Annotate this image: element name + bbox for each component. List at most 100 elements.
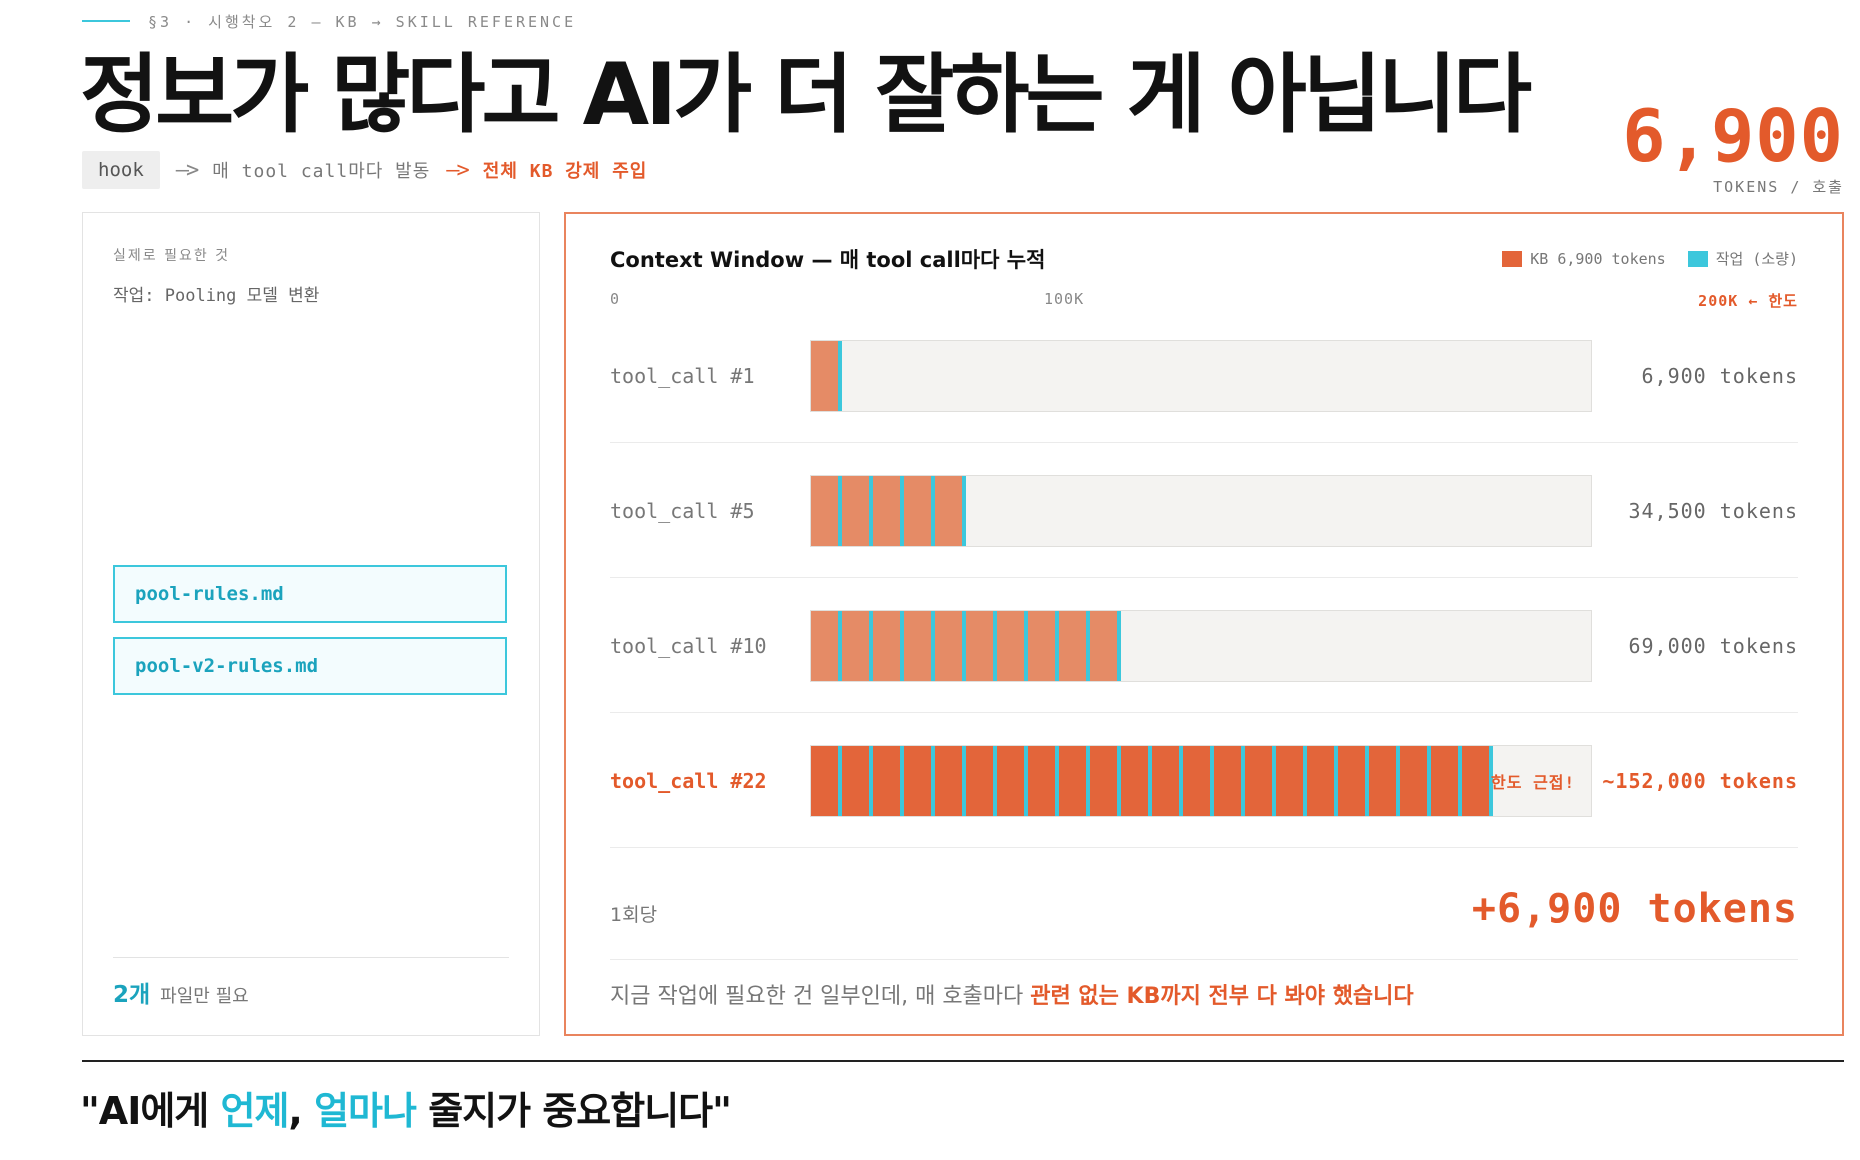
page-title: 정보가 많다고 AI가 더 잘하는 게 아닙니다 <box>80 45 1532 145</box>
hook-chip: hook <box>82 151 160 189</box>
legend-swatch-kb <box>1502 250 1523 267</box>
row-label: tool_call #1 <box>610 364 755 388</box>
section-label-text: §3 · 시행착오 2 — KB → SKILL REFERENCE <box>148 12 577 31</box>
kb-segment <box>1121 746 1148 816</box>
kb-segment <box>1028 746 1055 816</box>
kb-segment <box>842 611 869 681</box>
legend-swatch-work <box>1687 250 1708 267</box>
caption-highlight: 관련 없는 KB까지 전부 다 봐야 했습니다 <box>1030 984 1414 1009</box>
scale-limit: 200K ← 한도 <box>1698 292 1798 310</box>
row-label: tool_call #5 <box>610 499 755 523</box>
kb-segment <box>1183 746 1210 816</box>
work-segment <box>962 746 966 816</box>
quote-comma: , <box>288 1089 315 1133</box>
row-token-value: 6,900 tokens <box>1641 364 1798 388</box>
kb-segment <box>1090 611 1117 681</box>
row-token-value: 34,500 tokens <box>1628 499 1798 523</box>
needed-files-text: 파일만 필요 <box>160 986 249 1007</box>
work-segment <box>1458 746 1462 816</box>
kb-segment <box>997 746 1024 816</box>
kb-segment <box>1276 746 1303 816</box>
file-card: pool-v2-rules.md <box>113 637 507 695</box>
kb-segment <box>1338 746 1365 816</box>
closing-quote: "AI에게 언제, 얼마나 줄지가 중요합니다" <box>80 1080 732 1135</box>
tokens-per-call-value: 6,900 <box>1622 94 1844 178</box>
kb-segment <box>1462 746 1489 816</box>
panel-divider <box>610 959 1798 960</box>
kb-segment <box>966 611 993 681</box>
arrow-right-icon: —> <box>175 157 199 183</box>
context-bar-track <box>810 610 1592 682</box>
quote-open: "AI에게 <box>80 1089 221 1133</box>
work-segment <box>838 611 842 681</box>
kb-segment <box>1059 746 1086 816</box>
row-separator <box>610 577 1798 578</box>
row-separator <box>610 847 1798 848</box>
kb-segment <box>811 611 838 681</box>
kb-segment <box>811 341 838 411</box>
legend-label-work: 작업 (소량) <box>1715 250 1798 268</box>
context-caption: 지금 작업에 필요한 건 일부인데, 매 호출마다 관련 없는 KB까지 전부 … <box>610 978 1414 1010</box>
work-segment <box>900 611 904 681</box>
file-card: pool-rules.md <box>113 565 507 623</box>
work-segment <box>900 746 904 816</box>
kb-segment <box>935 746 962 816</box>
work-segment <box>1396 746 1400 816</box>
work-segment <box>1055 746 1059 816</box>
context-bar-track: 한도 근접! <box>810 745 1592 817</box>
tokens-per-call: 6,900 TOKENS / 호출 <box>1622 100 1844 197</box>
work-segment <box>1241 746 1245 816</box>
work-segment <box>1148 746 1152 816</box>
kb-segment <box>1028 611 1055 681</box>
kb-segment <box>1090 746 1117 816</box>
context-window-title: Context Window — 매 tool call마다 누적 <box>610 248 1046 272</box>
work-segment <box>1303 746 1307 816</box>
kb-segment <box>1152 746 1179 816</box>
work-segment <box>1086 746 1090 816</box>
tokens-per-call-unit: TOKENS / 호출 <box>1713 178 1844 196</box>
scale-start: 0 <box>610 290 621 308</box>
work-segment <box>993 746 997 816</box>
legend: KB 6,900 tokens 작업 (소량) <box>1502 248 1798 269</box>
scale-mid: 100K <box>1044 290 1085 308</box>
work-segment <box>869 476 873 546</box>
work-segment <box>838 476 842 546</box>
work-segment <box>838 341 842 411</box>
work-segment <box>1117 746 1121 816</box>
panel-divider <box>113 957 509 958</box>
kb-segment <box>1307 746 1334 816</box>
work-segment <box>1024 611 1028 681</box>
kb-segment <box>966 746 993 816</box>
kb-inject-text: 전체 KB 강제 주입 <box>482 161 648 182</box>
row-separator <box>610 712 1798 713</box>
kb-segment <box>1400 746 1427 816</box>
work-segment <box>869 746 873 816</box>
caption-plain: 지금 작업에 필요한 건 일부인데, 매 호출마다 <box>610 984 1031 1009</box>
work-segment <box>1272 746 1276 816</box>
work-segment <box>931 746 935 816</box>
kb-segment <box>904 476 931 546</box>
quote-howmuch: 얼마나 <box>314 1089 417 1133</box>
kb-segment <box>935 476 962 546</box>
work-segment <box>1210 746 1214 816</box>
row-label: tool_call #22 <box>610 769 767 793</box>
work-segment <box>1179 746 1183 816</box>
legend-item-kb: KB 6,900 tokens <box>1502 250 1666 268</box>
work-segment <box>900 476 904 546</box>
work-segment <box>962 611 966 681</box>
work-segment <box>931 476 935 546</box>
row-token-value: ~152,000 tokens <box>1602 769 1798 793</box>
section-label: §3 · 시행착오 2 — KB → SKILL REFERENCE <box>82 10 576 32</box>
kb-segment <box>811 746 838 816</box>
hook-flow: hook —> 매 tool call마다 발동 —> 전체 KB 강제 주입 <box>82 150 647 190</box>
kb-segment <box>811 476 838 546</box>
kb-segment <box>1059 611 1086 681</box>
section-rule <box>82 20 130 22</box>
work-segment <box>1086 611 1090 681</box>
kb-segment <box>1214 746 1241 816</box>
work-segment <box>1365 746 1369 816</box>
work-segment <box>1024 746 1028 816</box>
kb-segment <box>842 746 869 816</box>
context-window-panel: Context Window — 매 tool call마다 누적 KB 6,9… <box>564 212 1844 1036</box>
hook-trigger-text: 매 tool call마다 발동 <box>212 161 431 182</box>
